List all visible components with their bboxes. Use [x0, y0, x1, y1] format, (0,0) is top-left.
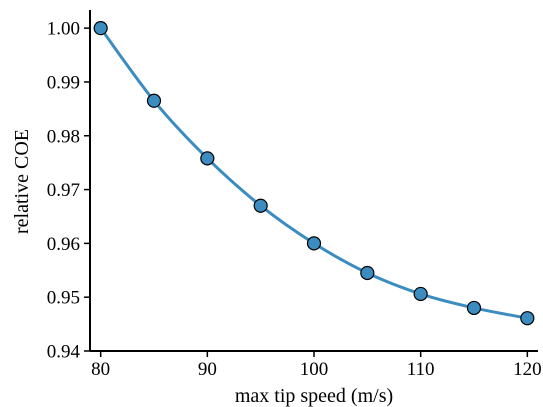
x-tick-label: 120 [513, 359, 542, 380]
y-tick-label: 0.94 [47, 342, 81, 363]
x-axis-title: max tip speed (m/s) [235, 385, 393, 407]
y-tick-label: 0.96 [47, 234, 80, 255]
y-tick-label: 0.95 [47, 288, 80, 309]
y-tick-label: 0.99 [47, 72, 80, 93]
x-tick-label: 80 [91, 359, 110, 380]
data-point [146, 93, 162, 108]
data-point [520, 311, 535, 326]
y-tick-label: 0.97 [47, 180, 80, 201]
x-tick-label: 110 [407, 359, 435, 380]
series-layer [93, 21, 535, 326]
y-tick-label: 0.98 [47, 126, 80, 147]
data-point [466, 300, 482, 316]
y-tick-label: 1.00 [47, 19, 80, 40]
data-point [413, 286, 428, 302]
data-point [200, 151, 215, 166]
x-tick-label: 90 [198, 359, 217, 380]
y-axis-title: relative COE [11, 129, 33, 234]
axes [89, 10, 538, 352]
data-point [253, 198, 268, 213]
series-line [99, 26, 529, 320]
data-point [306, 236, 322, 251]
data-point [360, 265, 375, 281]
ticks: 0.94 0.95 0.96 0.97 0.98 0.99 1.00 80 90 100 110 12… [47, 19, 542, 380]
data-point [93, 21, 108, 36]
x-tick-label: 100 [300, 359, 329, 380]
